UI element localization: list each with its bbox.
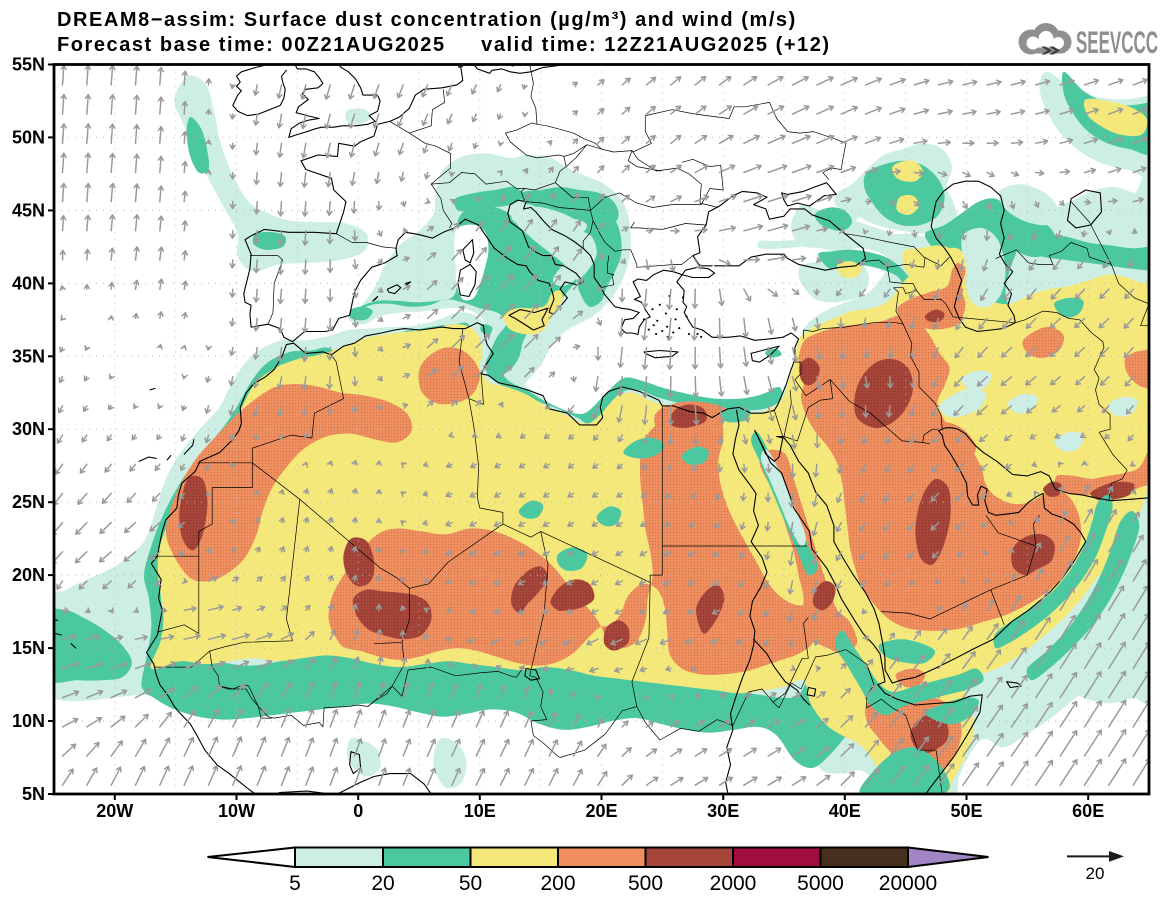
svg-text:20W: 20W — [96, 801, 133, 821]
svg-text:55N: 55N — [12, 55, 45, 75]
svg-text:5: 5 — [289, 872, 301, 895]
svg-text:10W: 10W — [218, 801, 255, 821]
svg-text:35N: 35N — [12, 346, 45, 366]
svg-text:50E: 50E — [950, 801, 982, 821]
svg-text:30E: 30E — [707, 801, 739, 821]
svg-text:5N: 5N — [22, 784, 45, 804]
svg-text:20N: 20N — [12, 565, 45, 585]
svg-text:50N: 50N — [12, 127, 45, 147]
svg-text:20000: 20000 — [879, 872, 937, 895]
svg-text:25N: 25N — [12, 492, 45, 512]
svg-text:20: 20 — [371, 872, 394, 895]
svg-text:2000: 2000 — [710, 872, 757, 895]
svg-text:20: 20 — [1086, 864, 1105, 883]
svg-text:0: 0 — [353, 801, 363, 821]
svg-text:Forecast base time: 00Z21AUG20: Forecast base time: 00Z21AUG2025 valid t… — [57, 34, 831, 56]
svg-text:60E: 60E — [1072, 801, 1104, 821]
svg-text:10N: 10N — [12, 711, 45, 731]
svg-text:SEEVCCC: SEEVCCC — [1076, 24, 1158, 60]
svg-text:50: 50 — [459, 872, 482, 895]
svg-text:40N: 40N — [12, 273, 45, 293]
svg-text:5000: 5000 — [797, 872, 844, 895]
svg-text:200: 200 — [540, 872, 575, 895]
svg-text:20E: 20E — [585, 801, 617, 821]
svg-text:DREAM8−assim: Surface dust con: DREAM8−assim: Surface dust concentration… — [57, 9, 797, 31]
svg-text:15N: 15N — [12, 638, 45, 658]
svg-text:40E: 40E — [829, 801, 861, 821]
svg-text:30N: 30N — [12, 419, 45, 439]
svg-text:10E: 10E — [464, 801, 496, 821]
svg-text:500: 500 — [628, 872, 663, 895]
svg-text:45N: 45N — [12, 200, 45, 220]
